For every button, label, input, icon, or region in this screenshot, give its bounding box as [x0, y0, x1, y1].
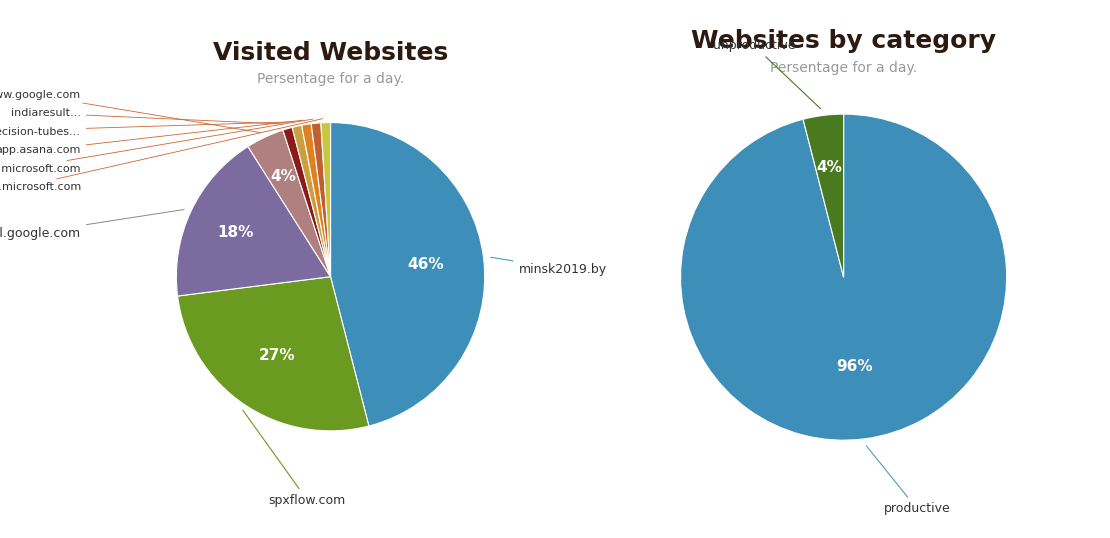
Text: 96%: 96% [837, 359, 874, 373]
Text: indiaresult...: indiaresult... [11, 108, 283, 124]
Text: Persentage for a day.: Persentage for a day. [258, 73, 404, 87]
Text: www.mannesmann-precision-tubes...: www.mannesmann-precision-tubes... [0, 122, 293, 137]
Text: Persentage for a day.: Persentage for a day. [770, 61, 917, 75]
Text: 4%: 4% [817, 160, 842, 175]
Wedge shape [321, 123, 331, 277]
Text: mail.google.com: mail.google.com [0, 209, 184, 240]
Text: 18%: 18% [218, 224, 254, 239]
Wedge shape [283, 128, 331, 277]
Wedge shape [680, 114, 1007, 440]
Text: support.microsoft.com: support.microsoft.com [0, 119, 313, 174]
Text: spxflow.com: spxflow.com [243, 410, 346, 507]
Wedge shape [803, 114, 844, 277]
Text: Visited Websites: Visited Websites [213, 41, 448, 65]
Wedge shape [292, 125, 331, 277]
Wedge shape [176, 146, 331, 296]
Wedge shape [178, 277, 369, 431]
Wedge shape [248, 130, 331, 277]
Text: www.google.com: www.google.com [0, 90, 260, 132]
Wedge shape [311, 123, 331, 277]
Text: 4%: 4% [271, 169, 296, 184]
Wedge shape [331, 123, 485, 426]
Text: privacy.microsoft.com: privacy.microsoft.com [0, 118, 323, 192]
Text: 46%: 46% [407, 257, 444, 272]
Text: minsk2019.by: minsk2019.by [491, 257, 607, 275]
Text: productive: productive [867, 446, 950, 515]
Text: unproductive: unproductive [713, 39, 820, 109]
Text: Websites by category: Websites by category [692, 29, 996, 53]
Wedge shape [302, 124, 331, 277]
Text: 27%: 27% [259, 348, 295, 363]
Text: app.asana.com: app.asana.com [0, 120, 303, 155]
